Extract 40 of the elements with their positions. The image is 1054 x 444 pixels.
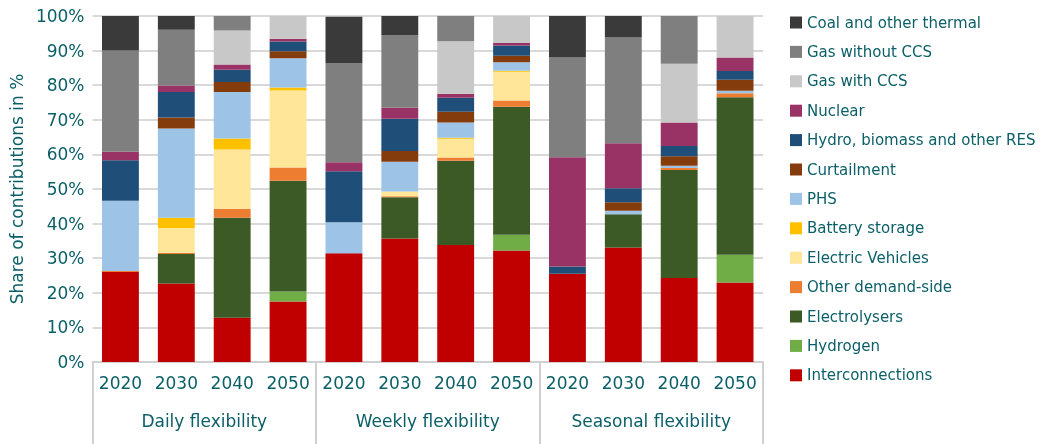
y-tick-label: 80% — [46, 75, 85, 96]
y-tick-label: 100% — [35, 6, 85, 26]
y-tick-label: 90% — [46, 40, 85, 61]
legend-label: Electrolysers — [807, 307, 904, 326]
legend-label: Hydro, biomass and other RES — [807, 131, 1036, 150]
legend-label: PHS — [807, 189, 837, 208]
y-tick-label: 60% — [46, 144, 85, 165]
legend-label: Gas with CCS — [807, 72, 908, 91]
y-tick-label: 0% — [57, 352, 85, 372]
x-tick-label: 2050 — [489, 372, 534, 393]
y-tick-label: 10% — [46, 317, 85, 338]
legend-label: Hydrogen — [807, 336, 880, 355]
x-tick-label: 2030 — [154, 372, 198, 393]
legend-label: Gas without CCS — [807, 42, 933, 61]
legend-label: Other demand-side — [807, 278, 953, 297]
x-tick-label: 2050 — [266, 372, 310, 393]
x-tick-label: 2040 — [210, 372, 254, 393]
legend-label: Curtailment — [807, 160, 896, 179]
x-tick-label: 2020 — [545, 372, 590, 393]
y-tick-label: 70% — [46, 109, 85, 130]
legend-label: Coal and other thermal — [807, 13, 981, 32]
legend-label: Electric Vehicles — [807, 248, 929, 267]
x-tick-label: 2050 — [713, 372, 757, 393]
y-tick-label: 50% — [46, 179, 85, 199]
x-tick-label: 2020 — [322, 372, 366, 393]
y-tick-label: 40% — [46, 213, 85, 234]
legend-label: Battery storage — [807, 219, 925, 238]
x-tick-label: 2030 — [601, 372, 645, 393]
y-axis-title: Share of contributions in % — [6, 73, 27, 305]
legend-label: Nuclear — [807, 101, 866, 120]
text: Weekly flexibility — [355, 410, 500, 431]
text: Daily flexibility — [141, 410, 268, 431]
x-tick-label: 2040 — [657, 372, 701, 393]
y-tick-label: 30% — [46, 248, 85, 269]
text: Seasonal flexibility — [571, 410, 732, 431]
legend-label: Interconnections — [807, 366, 933, 385]
y-tick-label: 20% — [46, 282, 85, 303]
x-tick-label: 2030 — [378, 372, 422, 393]
x-tick-label: 2020 — [98, 372, 143, 393]
x-tick-label: 2040 — [434, 372, 478, 393]
